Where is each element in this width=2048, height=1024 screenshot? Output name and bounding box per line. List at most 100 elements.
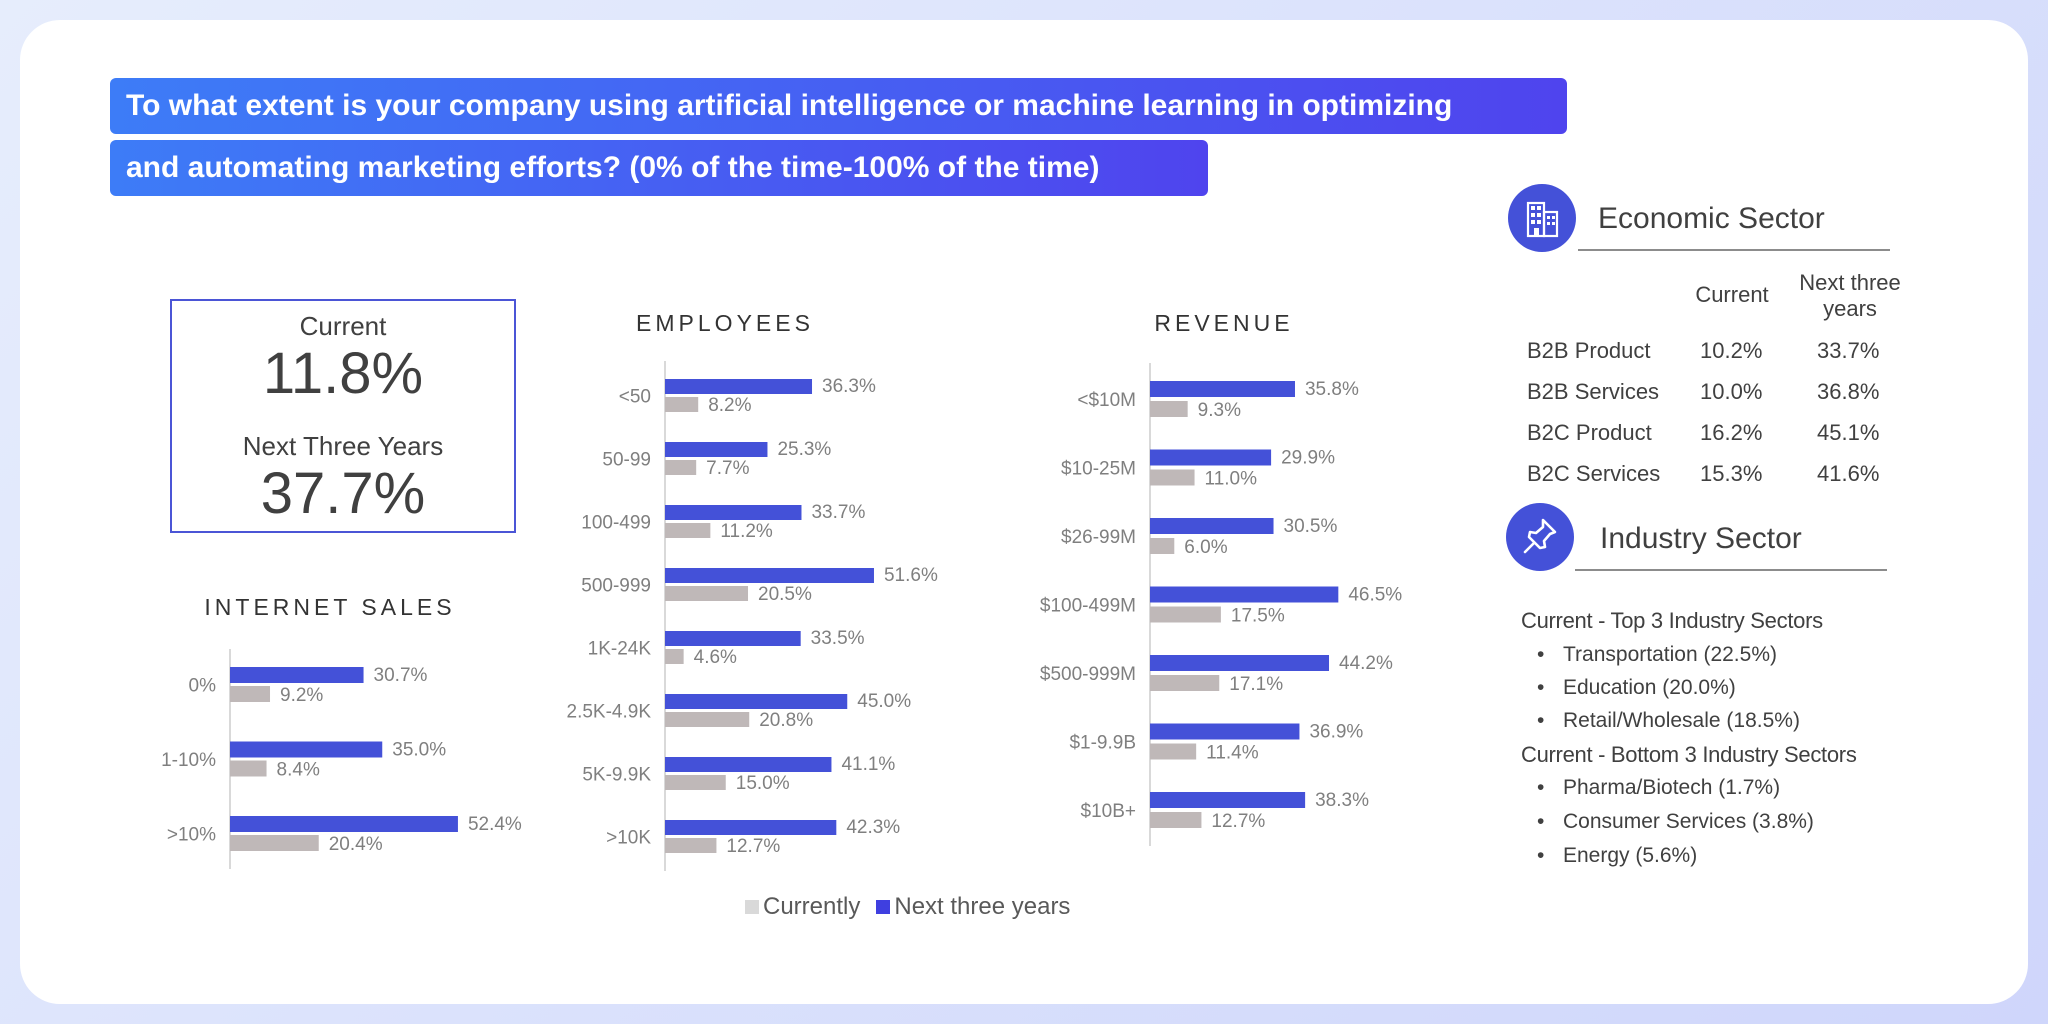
bar-currently [665,397,699,412]
data-label-current: 9.2% [280,685,323,706]
bar-currently [230,686,271,702]
economic-row-current: 15.3% [1700,461,1763,486]
category-tick-label: $100-499M [1040,596,1136,617]
list-item: • Pharma/Biotech (1.7%) [1537,776,1781,799]
bar-currently [665,523,711,538]
summary-current-label: Current [299,311,387,341]
bar-currently [1150,675,1220,691]
bar-next-three-years [665,820,837,835]
bar-currently [1150,812,1202,828]
data-label-next: 35.8% [1305,379,1359,400]
bar-next-three-years [230,667,364,683]
data-label-next: 36.9% [1309,722,1363,743]
economic-col-next-line2: years [1823,296,1877,321]
bar-currently [665,712,750,727]
bar-next-three-years [1150,381,1295,397]
data-label-next: 42.3% [846,817,900,838]
data-label-current: 20.5% [758,584,812,605]
economic-row-name: B2C Services [1527,461,1661,486]
bar-currently [1150,538,1175,554]
economic-row-current: 10.0% [1700,379,1763,404]
legend-swatch-next [876,900,891,914]
list-item: • Consumer Services (3.8%) [1537,810,1814,833]
data-label-current: 11.2% [720,521,773,542]
data-label-current: 4.6% [694,647,737,668]
data-label-next: 33.7% [811,502,865,523]
data-label-current: 12.7% [726,836,780,857]
revenue-chart: 35.8% 9.3% <$10M 29.9% 11.0% $10-25M 30.5% 6.0%… [1040,363,1402,846]
industry-item-label: Energy (5.6%) [1563,844,1698,867]
industry-item-label: Pharma/Biotech (1.7%) [1563,776,1781,799]
bar-next-three-years [665,568,874,583]
data-label-current: 6.0% [1184,537,1227,558]
data-label-next: 25.3% [777,439,831,460]
list-item: • Retail/Wholesale (18.5%) [1537,709,1800,732]
data-label-next: 52.4% [468,814,522,835]
category-tick-label: 1K-24K [588,639,652,660]
category-tick-label: <$10M [1077,390,1136,411]
category-tick-label: $10-25M [1061,459,1136,480]
bar-currently [230,835,319,851]
bar-next-three-years [665,505,802,520]
industry-item-label: Transportation (22.5%) [1563,643,1777,666]
category-tick-label: $10B+ [1081,801,1136,822]
bar-next-three-years [665,631,801,646]
bar-currently [1150,469,1195,486]
data-label-next: 36.3% [822,376,876,397]
category-tick-label: 1-10% [161,750,216,771]
employees-chart: 36.3% 8.2% <50 25.3% 7.7% 50-99 33.7% 11.2% 100-… [567,361,938,871]
economic-row-name: B2B Product [1527,338,1651,363]
data-label-current: 15.0% [736,773,790,794]
data-label-current: 17.5% [1231,606,1285,627]
data-label-next: 35.0% [392,740,446,761]
data-label-next: 38.3% [1315,790,1369,811]
category-tick-label: >10% [167,825,216,846]
bar-next-three-years [1150,518,1274,534]
economic-col-next-line1: Next three [1799,270,1901,295]
legend-item-next: Next three years [876,893,1070,921]
internet-sales-chart: 30.7% 9.2% 0% 35.0% 8.4% 1-10% 52.4% 20.4% >10% [161,649,522,869]
economic-row-next: 45.1% [1817,420,1880,445]
revenue-title: REVENUE [1154,310,1294,336]
data-label-next: 51.6% [884,565,938,586]
category-tick-label: $500-999M [1040,664,1136,685]
bar-currently [230,760,267,777]
category-tick-label: <50 [619,387,651,408]
economic-row-name: B2B Services [1527,379,1660,404]
bar-next-three-years [230,816,458,832]
data-label-current: 20.8% [759,710,813,731]
economic-col-next: Next three years [1790,270,1910,322]
category-tick-label: 50-99 [602,450,651,471]
category-tick-label: 0% [189,676,217,697]
data-label-current: 9.3% [1198,400,1241,421]
bar-currently [1150,606,1221,623]
bar-next-three-years [1150,723,1300,740]
economic-col-current: Current [1680,282,1784,308]
bar-next-three-years [665,694,848,709]
legend-swatch-currently [745,900,759,914]
data-label-current: 8.2% [708,395,751,416]
industry-top-heading: Current - Top 3 Industry Sectors [1521,608,1823,633]
economic-row-next: 41.6% [1817,461,1880,486]
legend-item-currently: Currently [745,893,860,921]
industry-sector-title: Industry Sector [1600,522,1802,555]
legend: Currently Next three years [745,893,1070,921]
data-label-current: 11.4% [1206,743,1259,764]
data-label-current: 17.1% [1229,674,1283,695]
list-item: • Education (20.0%) [1537,676,1736,699]
internet-sales-title: INTERNET SALES [204,594,456,620]
bar-next-three-years [665,757,832,772]
data-label-current: 11.0% [1205,469,1258,490]
data-label-current: 8.4% [277,760,320,781]
summary-next-label: Next Three Years [242,431,444,461]
industry-item-label: Education (20.0%) [1563,676,1736,699]
legend-label-currently: Currently [763,893,861,920]
economic-row-next: 36.8% [1817,379,1880,404]
bar-next-three-years [665,379,813,394]
legend-label-next: Next three years [894,893,1071,920]
data-label-next: 33.5% [811,628,865,649]
bar-currently [665,460,697,475]
category-tick-label: 500-999 [581,576,651,597]
category-tick-label: >10K [606,828,651,849]
data-label-next: 30.7% [374,665,428,686]
